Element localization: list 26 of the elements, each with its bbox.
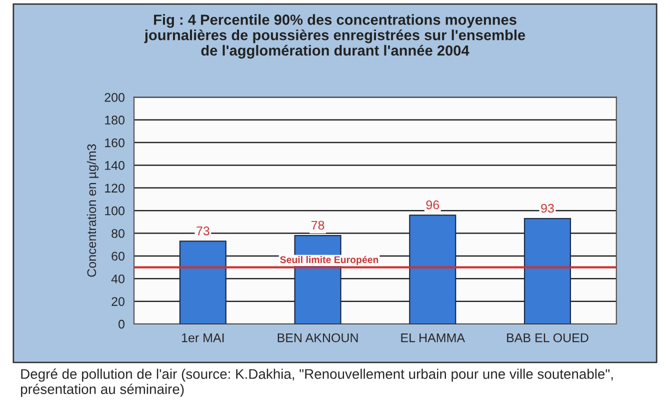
bar bbox=[179, 240, 226, 324]
x-tick-label: EL HAMMA bbox=[401, 333, 466, 342]
data-label: 73 bbox=[196, 226, 210, 236]
y-tick-label: 0 bbox=[118, 320, 124, 329]
data-label: 78 bbox=[311, 220, 324, 230]
y-tick-label: 40 bbox=[111, 274, 124, 284]
x-tick-label: BAB EL OUED bbox=[507, 333, 588, 342]
y-tick-label: 120 bbox=[105, 184, 124, 193]
y-tick-label: 80 bbox=[112, 229, 124, 238]
y-tick-label: 100 bbox=[105, 206, 124, 216]
y-tick-label: 180 bbox=[105, 116, 124, 125]
data-label: 93 bbox=[541, 204, 554, 213]
y-tick-label: 20 bbox=[112, 297, 124, 306]
x-tick-label: 1er MAI bbox=[182, 333, 224, 342]
chart-title: Fig : 4 Percentile 90% des concentrations moyennes journalières de poussières enregistrées sur l'ensemble de l'agglomération durant l'année 2004 bbox=[144, 14, 526, 59]
y-tick-label: 60 bbox=[112, 252, 124, 261]
data-label: 96 bbox=[426, 200, 440, 210]
y-axis-title: Concentration en µg/m3 bbox=[86, 144, 99, 277]
y-tick-label: 160 bbox=[105, 138, 124, 148]
ref-line-label: Seuil limite Européen bbox=[280, 256, 378, 266]
text: Degré de pollution de l'air (source: K.Dakhia, "Renouvellement urbain pour une ville soutenable", présentation au séminaire) bbox=[20, 368, 613, 397]
bar bbox=[409, 214, 456, 324]
y-tick-label: 140 bbox=[105, 161, 124, 170]
y-tick-label: 200 bbox=[104, 93, 124, 102]
bar bbox=[524, 218, 572, 324]
x-tick-label: BEN AKNOUN bbox=[278, 333, 358, 342]
